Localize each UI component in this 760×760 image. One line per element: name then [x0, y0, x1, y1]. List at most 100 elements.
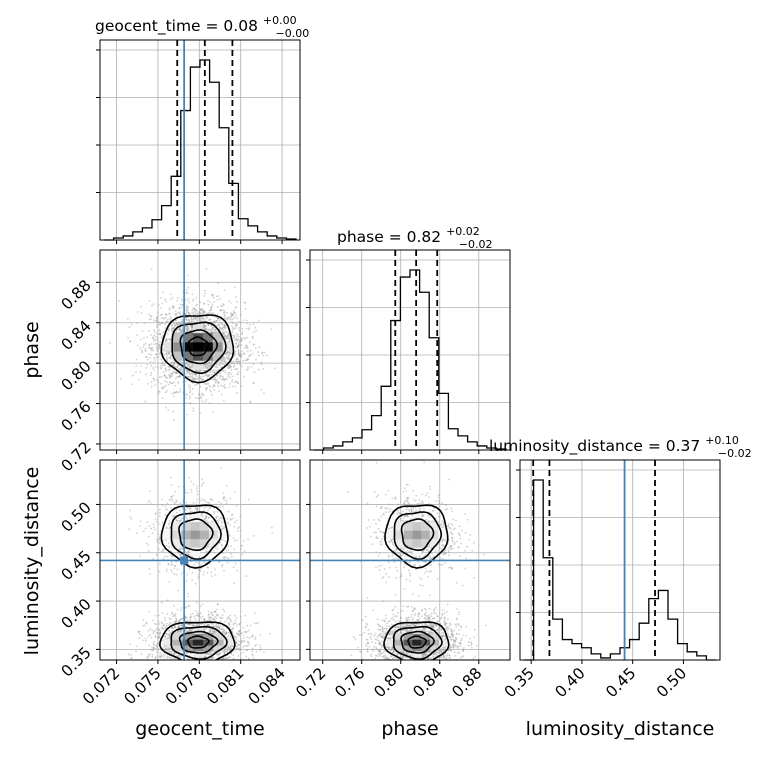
sample-point	[168, 633, 171, 636]
sample-point	[234, 619, 237, 622]
sample-point	[156, 631, 159, 634]
sample-point	[211, 657, 213, 659]
sample-point	[232, 627, 235, 630]
sample-point	[220, 628, 223, 630]
sample-point	[205, 389, 208, 392]
sample-point	[213, 619, 216, 622]
sample-point	[200, 369, 202, 372]
sample-point	[158, 333, 161, 335]
sample-point	[167, 369, 170, 372]
sample-point	[211, 630, 214, 632]
sample-point	[140, 652, 143, 655]
sample-point	[223, 496, 226, 498]
sample-point	[181, 327, 184, 330]
sample-point	[206, 653, 209, 656]
sample-point	[223, 325, 226, 328]
sample-point	[171, 652, 174, 655]
sample-point	[146, 363, 149, 366]
xlabel-luminosity-distance: luminosity_distance	[526, 718, 715, 740]
sample-point	[172, 652, 175, 655]
sample-point	[168, 629, 171, 632]
hist-frame-geocent_time	[99, 39, 301, 241]
sample-point	[216, 603, 219, 606]
sample-point	[135, 650, 137, 653]
sample-point	[215, 362, 218, 365]
density-cell	[212, 351, 224, 361]
sample-point	[138, 630, 141, 633]
sample-point	[155, 628, 158, 630]
sample-point	[161, 548, 164, 551]
sample-point	[229, 635, 232, 638]
sample-point	[180, 564, 183, 567]
sample-point	[171, 382, 174, 385]
sample-point	[174, 310, 177, 313]
sample-point	[144, 639, 147, 642]
sample-point	[236, 358, 239, 361]
sample-point	[158, 347, 161, 350]
sample-point	[246, 347, 249, 349]
sample-point	[203, 509, 206, 512]
sample-point	[234, 342, 237, 345]
sample-point	[227, 367, 229, 369]
sample-point	[154, 342, 157, 345]
sample-point	[236, 530, 239, 532]
sample-point	[178, 391, 180, 394]
sample-point	[235, 300, 238, 303]
sample-point	[205, 662, 207, 664]
sample-point	[197, 663, 199, 665]
sample-point	[161, 624, 164, 627]
sample-point	[196, 316, 199, 319]
sample-point	[178, 624, 181, 626]
sample-point	[170, 664, 172, 666]
sample-point	[238, 526, 241, 529]
sample-point	[211, 303, 214, 306]
sample-point	[166, 661, 168, 663]
sample-point	[236, 644, 239, 647]
sample-point	[223, 610, 226, 613]
sample-point	[214, 573, 217, 576]
sample-point	[199, 320, 202, 322]
sample-point	[181, 327, 184, 330]
density-cell	[173, 341, 184, 352]
sample-point	[246, 357, 249, 360]
sample-point	[226, 356, 229, 358]
sample-point	[156, 540, 159, 543]
sample-point	[156, 318, 159, 320]
sample-point	[198, 312, 201, 314]
sample-point	[177, 363, 179, 366]
sample-point	[196, 369, 199, 372]
sample-point	[174, 319, 177, 322]
sample-point	[179, 331, 182, 333]
sample-point	[186, 310, 189, 313]
sample-point	[155, 631, 158, 634]
sample-point	[207, 365, 210, 368]
sample-point	[165, 539, 168, 541]
sample-point	[214, 382, 217, 384]
sample-point	[188, 329, 191, 332]
sample-point	[219, 375, 222, 378]
sample-point	[175, 372, 178, 374]
sample-point	[174, 668, 176, 670]
sample-point	[183, 663, 185, 665]
sample-point	[179, 328, 181, 331]
sample-point	[186, 370, 189, 373]
sample-point	[179, 661, 181, 663]
sample-point	[200, 665, 202, 667]
sample-point	[222, 631, 225, 634]
sample-point	[193, 308, 196, 311]
sample-point	[219, 326, 222, 329]
sample-point	[227, 548, 230, 551]
sample-point	[197, 575, 200, 578]
sample-point	[172, 370, 175, 373]
sample-point	[218, 652, 221, 654]
sample-point	[224, 657, 227, 660]
sample-point	[170, 569, 173, 571]
sample-point	[202, 375, 205, 378]
sample-point	[173, 362, 176, 365]
sample-point	[172, 666, 174, 668]
sample-point	[159, 344, 161, 346]
sample-point	[236, 324, 238, 327]
sample-point	[177, 321, 180, 323]
sample-point	[155, 332, 158, 335]
sample-point	[179, 330, 182, 333]
